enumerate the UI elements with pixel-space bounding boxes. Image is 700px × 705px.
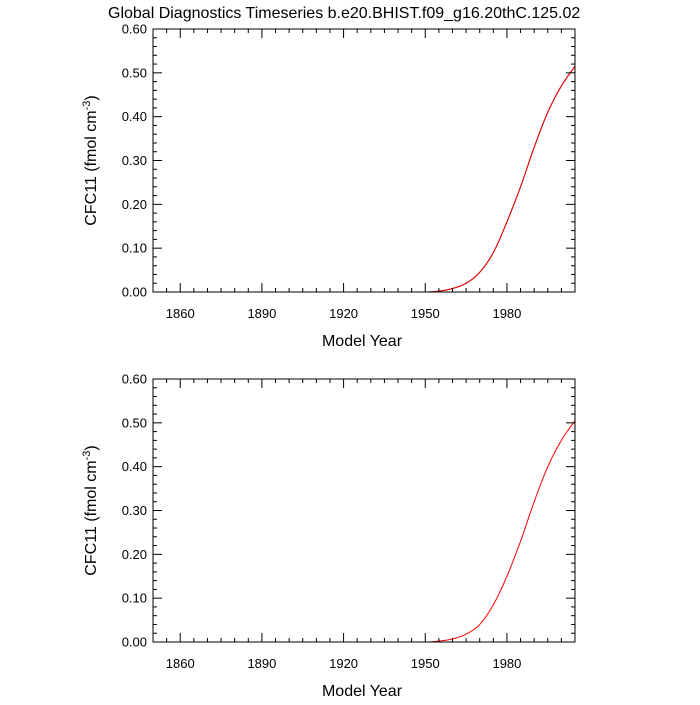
x-tick-label: 1920 <box>329 306 358 321</box>
y-axis-label-main: CFC11 (fmol cm <box>83 110 100 225</box>
y-tick-label: 0.60 <box>122 22 147 37</box>
x-tick-label: 1950 <box>411 306 440 321</box>
plot-frame <box>152 378 576 643</box>
series-line-2 <box>153 65 576 293</box>
y-tick-label: 0.60 <box>122 372 147 387</box>
series-line-1 <box>153 65 576 293</box>
y-tick-label: 0.10 <box>122 591 147 606</box>
x-axis-label: Model Year <box>322 333 403 350</box>
y-axis-label-superscript: -3 <box>81 451 93 461</box>
y-tick-label: 0.50 <box>122 65 147 80</box>
x-tick-label: 1920 <box>329 656 358 671</box>
x-axis-label: Model Year <box>322 683 403 700</box>
y-axis-label-close: ) <box>83 95 100 100</box>
x-tick-label: 1890 <box>247 306 276 321</box>
y-tick-label: 0.10 <box>122 241 147 256</box>
y-tick-label: 0.00 <box>122 285 147 300</box>
x-tick-label: 1950 <box>411 656 440 671</box>
y-axis-label: CFC11 (fmol cm-3) <box>81 95 100 225</box>
y-tick-label: 0.30 <box>122 153 147 168</box>
chart-panel-1: 1860 1890 1920 1950 1980 0.00 0.10 0.20 0.30 0.40… <box>81 22 576 350</box>
x-tick-label: 1860 <box>166 656 195 671</box>
y-tick-label: 0.50 <box>122 415 147 430</box>
y-tick-label: 0.40 <box>122 109 147 124</box>
series-line-1 <box>153 420 576 643</box>
figure-title: Global Diagnostics Timeseries b.e20.BHIS… <box>108 5 580 22</box>
y-axis-label-close: ) <box>83 445 100 450</box>
y-tick-label: 0.20 <box>122 547 147 562</box>
chart-panel-2: 1860 1890 1920 1950 1980 0.00 0.10 0.20 0.30 0.40… <box>81 372 576 700</box>
y-axis-label-main: CFC11 (fmol cm <box>83 460 100 575</box>
plot-frame <box>152 28 576 293</box>
x-tick-label: 1980 <box>492 306 521 321</box>
y-tick-label: 0.20 <box>122 197 147 212</box>
y-tick-label: 0.00 <box>122 635 147 650</box>
y-axis-label-superscript: -3 <box>81 101 93 111</box>
x-tick-label: 1860 <box>166 306 195 321</box>
y-tick-label: 0.30 <box>122 503 147 518</box>
y-axis-label: CFC11 (fmol cm-3) <box>81 445 100 575</box>
x-tick-label: 1980 <box>492 656 521 671</box>
y-tick-label: 0.40 <box>122 459 147 474</box>
x-tick-label: 1890 <box>247 656 276 671</box>
